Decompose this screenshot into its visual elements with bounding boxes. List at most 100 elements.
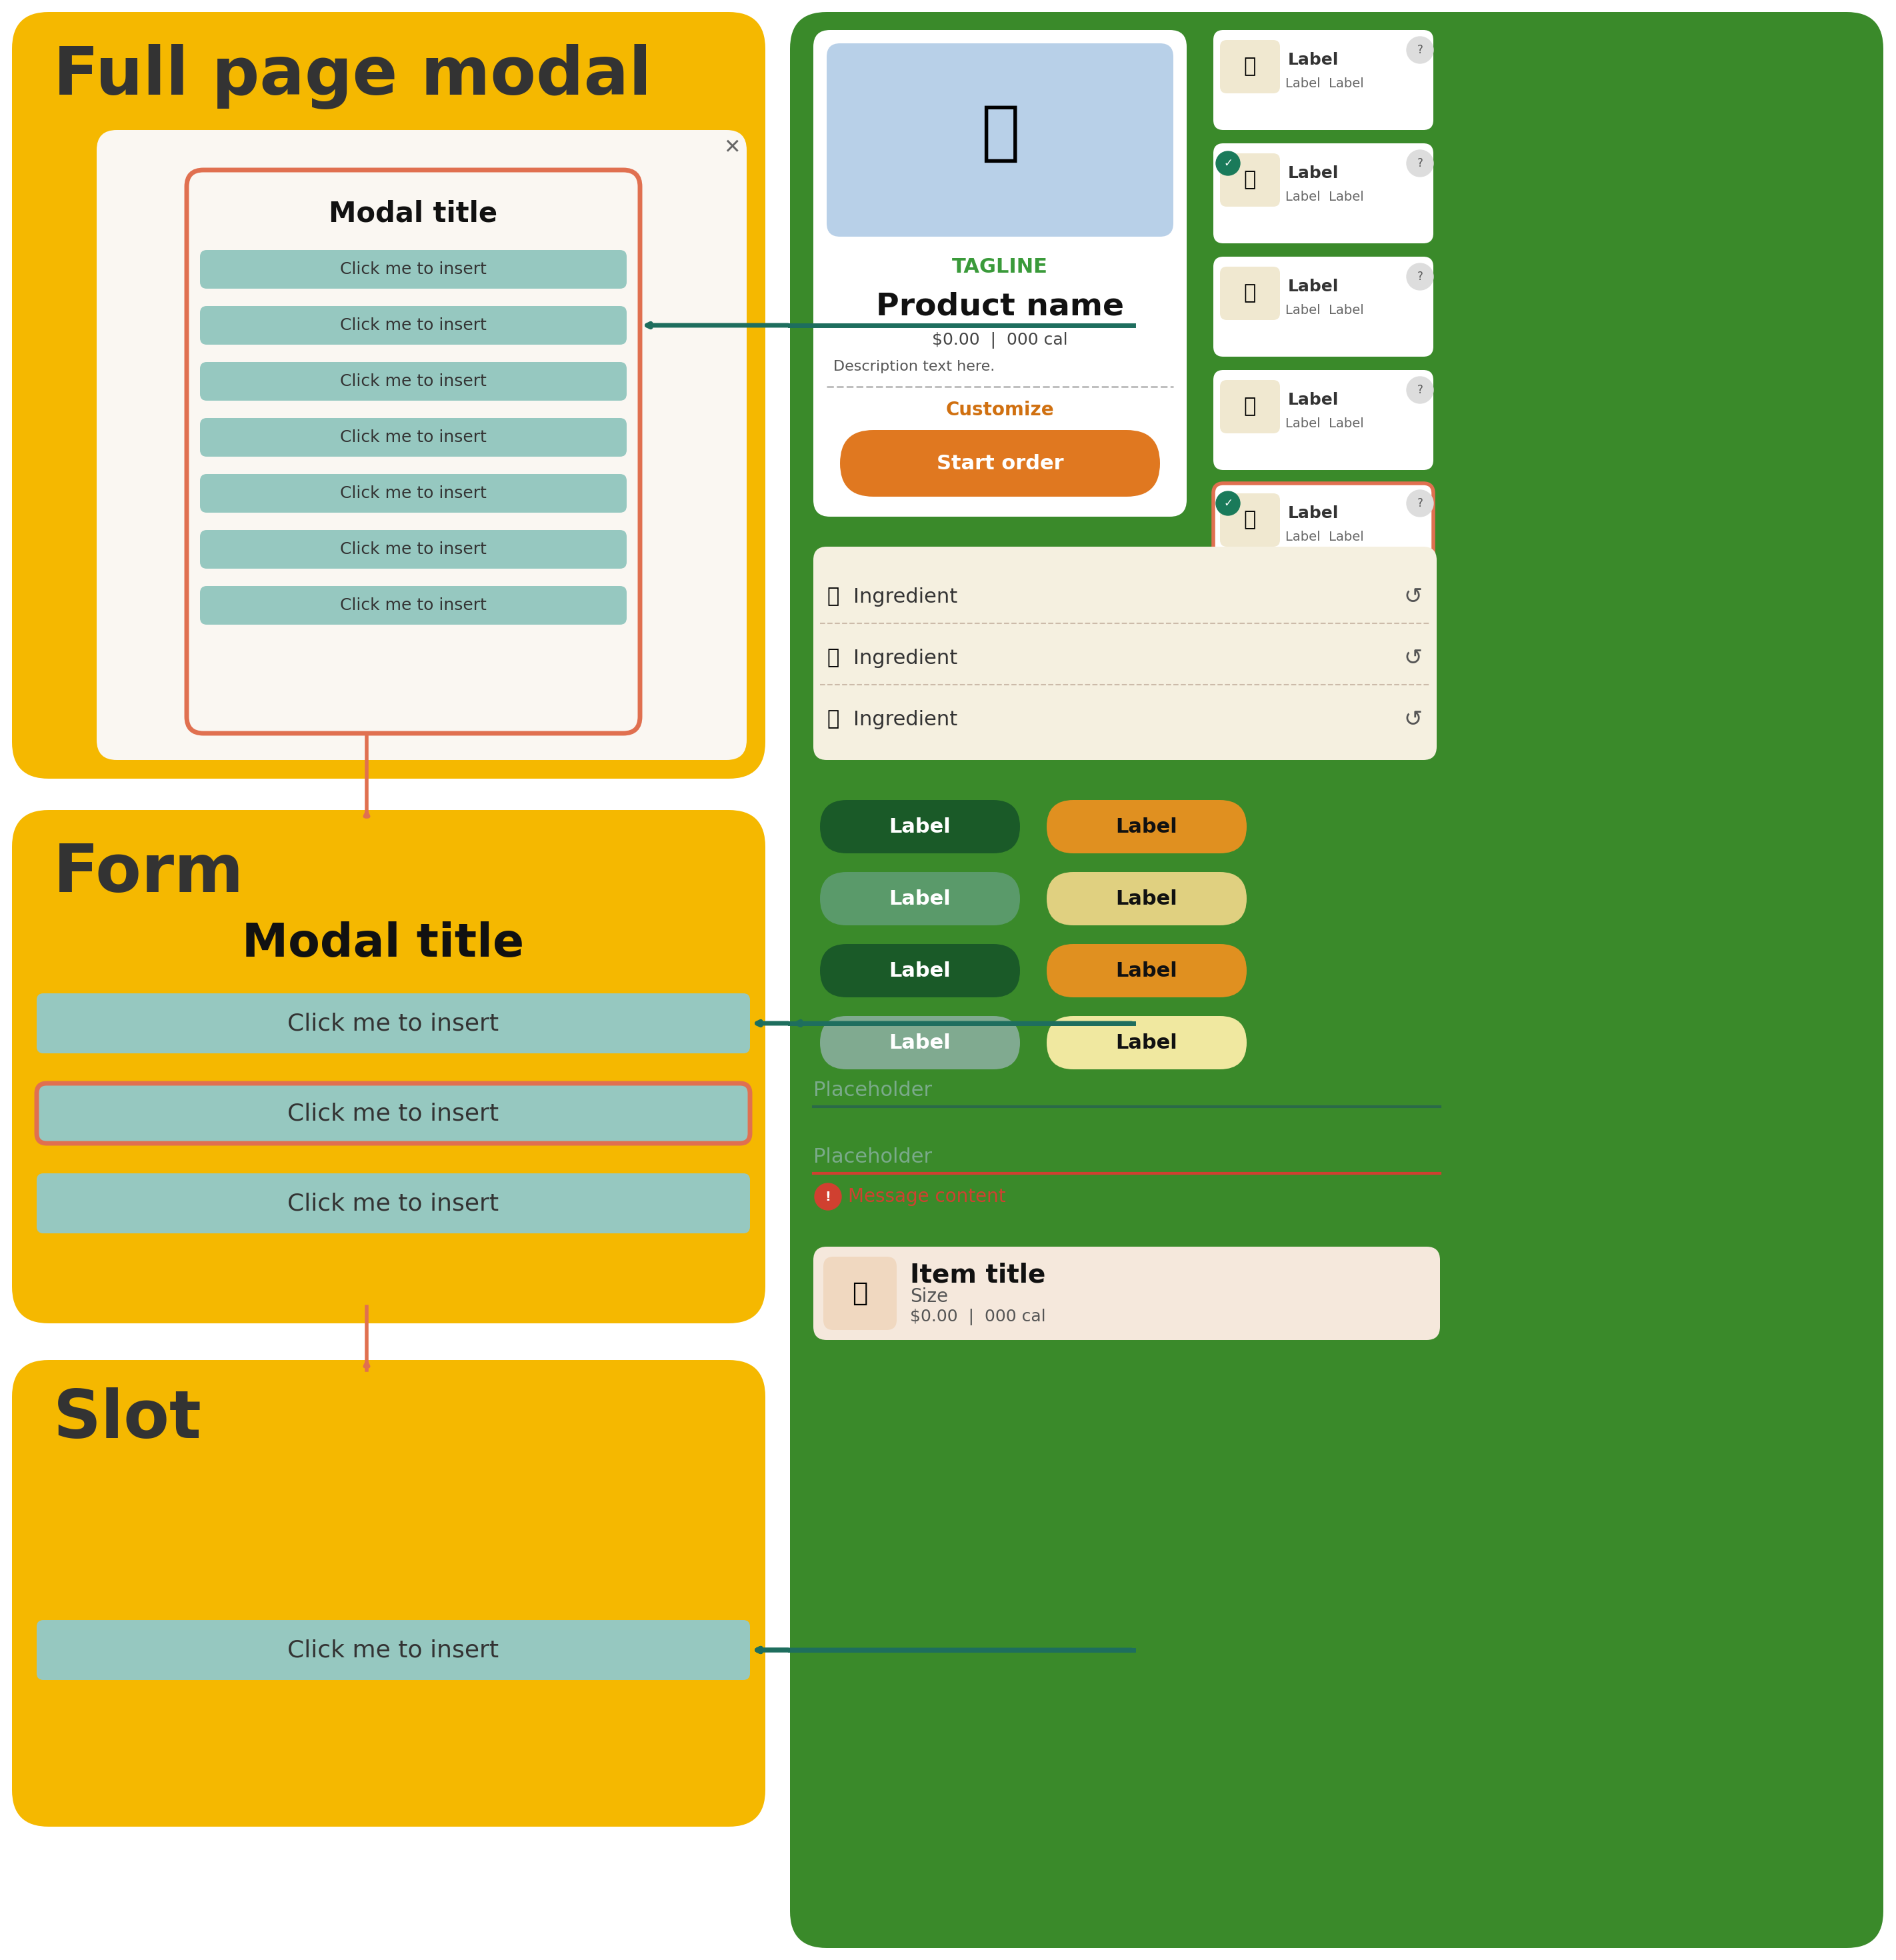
Text: Label  Label: Label Label	[1285, 417, 1363, 429]
FancyBboxPatch shape	[827, 43, 1174, 237]
Text: 🥤: 🥤	[980, 102, 1020, 165]
Text: Click me to insert: Click me to insert	[339, 429, 487, 445]
FancyBboxPatch shape	[840, 429, 1160, 496]
Text: Label: Label	[1115, 960, 1177, 980]
FancyBboxPatch shape	[36, 1621, 751, 1680]
FancyBboxPatch shape	[819, 945, 1020, 998]
Text: Click me to insert: Click me to insert	[288, 1192, 499, 1215]
FancyBboxPatch shape	[819, 1015, 1020, 1070]
Text: Label: Label	[1115, 1033, 1177, 1053]
FancyBboxPatch shape	[1047, 1015, 1248, 1070]
Circle shape	[1407, 263, 1433, 290]
Text: ✓: ✓	[1223, 157, 1232, 169]
FancyBboxPatch shape	[1213, 257, 1433, 357]
Text: ?: ?	[1416, 157, 1424, 169]
Text: 🍋: 🍋	[827, 649, 840, 668]
Text: Click me to insert: Click me to insert	[288, 1102, 499, 1125]
Text: ✕: ✕	[724, 139, 741, 157]
Text: ✓: ✓	[1223, 498, 1232, 510]
Text: Label: Label	[889, 817, 952, 837]
Text: Click me to insert: Click me to insert	[339, 541, 487, 557]
Text: $0.00  |  000 cal: $0.00 | 000 cal	[933, 331, 1067, 349]
Text: ?: ?	[1416, 43, 1424, 57]
Text: Label: Label	[889, 890, 952, 907]
FancyBboxPatch shape	[199, 474, 628, 514]
Text: Ingredient: Ingredient	[853, 710, 957, 729]
Text: Label: Label	[1287, 165, 1339, 182]
Text: Message content: Message content	[848, 1188, 1005, 1205]
Text: Modal title: Modal title	[330, 200, 499, 227]
Text: Label  Label: Label Label	[1285, 304, 1363, 316]
FancyBboxPatch shape	[36, 1084, 751, 1143]
FancyBboxPatch shape	[1213, 484, 1433, 584]
Text: Click me to insert: Click me to insert	[288, 1639, 499, 1662]
Text: Label: Label	[1115, 817, 1177, 837]
Text: !: !	[825, 1190, 830, 1203]
Text: Click me to insert: Click me to insert	[339, 598, 487, 613]
FancyBboxPatch shape	[199, 306, 628, 345]
Text: Label  Label: Label Label	[1285, 190, 1363, 204]
Text: Ingredient: Ingredient	[853, 649, 957, 668]
Text: Click me to insert: Click me to insert	[339, 261, 487, 276]
FancyBboxPatch shape	[813, 29, 1187, 517]
FancyBboxPatch shape	[199, 251, 628, 288]
Text: Product name: Product name	[876, 292, 1124, 321]
FancyBboxPatch shape	[813, 1247, 1439, 1341]
FancyBboxPatch shape	[199, 363, 628, 400]
FancyBboxPatch shape	[1047, 945, 1248, 998]
Text: Label  Label: Label Label	[1285, 76, 1363, 90]
FancyBboxPatch shape	[1219, 380, 1280, 433]
FancyBboxPatch shape	[199, 417, 628, 457]
FancyBboxPatch shape	[813, 547, 1437, 760]
Text: ↺: ↺	[1405, 708, 1422, 731]
Text: 🌹: 🌹	[851, 1280, 868, 1305]
Text: 🌮: 🌮	[1244, 57, 1255, 76]
Circle shape	[1407, 151, 1433, 176]
Text: $0.00  |  000 cal: $0.00 | 000 cal	[910, 1309, 1047, 1325]
Text: Click me to insert: Click me to insert	[288, 1011, 499, 1035]
Text: Size: Size	[910, 1288, 948, 1305]
Text: ↺: ↺	[1405, 647, 1422, 668]
Text: Modal title: Modal title	[243, 921, 525, 966]
FancyBboxPatch shape	[97, 129, 747, 760]
FancyBboxPatch shape	[11, 809, 766, 1323]
Text: 🍋: 🍋	[827, 586, 840, 606]
FancyBboxPatch shape	[36, 994, 751, 1053]
Text: ?: ?	[1416, 270, 1424, 282]
Text: Click me to insert: Click me to insert	[339, 318, 487, 333]
FancyBboxPatch shape	[1219, 494, 1280, 547]
Text: Full page modal: Full page modal	[53, 43, 652, 110]
FancyBboxPatch shape	[1047, 872, 1248, 925]
Text: Label: Label	[1287, 506, 1339, 521]
Text: 🌮: 🌮	[1244, 398, 1255, 416]
FancyBboxPatch shape	[819, 872, 1020, 925]
Text: Label: Label	[889, 1033, 952, 1053]
Text: Form: Form	[53, 841, 245, 906]
Text: Label  Label: Label Label	[1285, 531, 1363, 543]
FancyBboxPatch shape	[36, 1174, 751, 1233]
FancyBboxPatch shape	[1213, 29, 1433, 129]
Circle shape	[1215, 492, 1240, 515]
FancyBboxPatch shape	[1213, 370, 1433, 470]
Text: Click me to insert: Click me to insert	[339, 372, 487, 390]
FancyBboxPatch shape	[819, 800, 1020, 853]
FancyBboxPatch shape	[11, 1360, 766, 1827]
Text: Slot: Slot	[53, 1388, 201, 1452]
FancyBboxPatch shape	[1047, 800, 1248, 853]
Text: Label: Label	[889, 960, 952, 980]
Text: Placeholder: Placeholder	[813, 1147, 933, 1166]
FancyBboxPatch shape	[1219, 153, 1280, 206]
Circle shape	[1407, 376, 1433, 404]
Text: Item title: Item title	[910, 1262, 1045, 1288]
Text: Label: Label	[1287, 278, 1339, 294]
Text: ?: ?	[1416, 498, 1424, 510]
FancyBboxPatch shape	[1213, 143, 1433, 243]
Text: ↺: ↺	[1405, 586, 1422, 608]
FancyBboxPatch shape	[186, 171, 641, 733]
FancyBboxPatch shape	[199, 529, 628, 568]
Text: TAGLINE: TAGLINE	[952, 257, 1048, 276]
Text: Customize: Customize	[946, 400, 1054, 419]
Text: 🌮: 🌮	[1244, 510, 1255, 529]
FancyBboxPatch shape	[791, 12, 1883, 1948]
FancyBboxPatch shape	[823, 1256, 897, 1331]
